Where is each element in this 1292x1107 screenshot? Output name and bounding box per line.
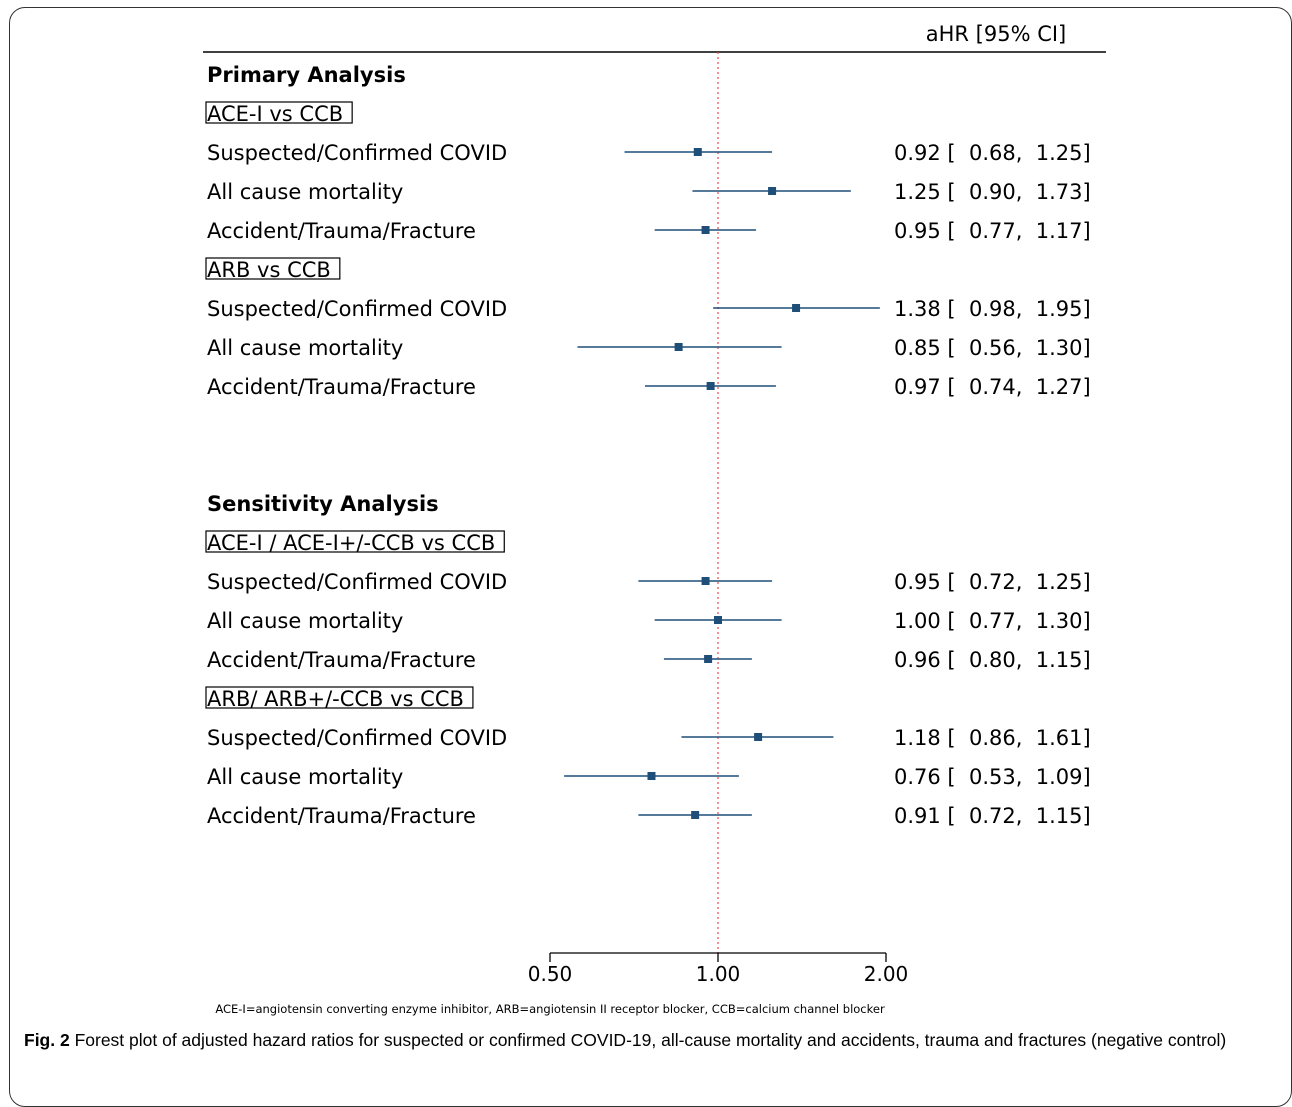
point-estimate-marker (714, 616, 722, 624)
outcome-label: Accident/Trauma/Fracture (207, 804, 476, 828)
outcome-label: All cause mortality (207, 180, 403, 204)
group-label-box (205, 530, 505, 553)
ci-text: 0.95 [ 0.77, 1.17] (894, 219, 1091, 243)
outcome-label: All cause mortality (207, 765, 403, 789)
group-label-box (205, 101, 353, 124)
ci-text: 1.38 [ 0.98, 1.95] (894, 297, 1091, 321)
outcome-label: All cause mortality (207, 336, 403, 360)
group-label-box (205, 686, 474, 709)
x-axis: 0.50 1.00 2.00 (528, 952, 909, 986)
x-axis-tick-label: 2.00 (864, 962, 909, 986)
figure-caption: Fig. 2 Forest plot of adjusted hazard ra… (24, 1030, 1226, 1051)
group-label-box (205, 257, 341, 280)
point-estimate-marker (754, 733, 763, 741)
ci-text: 0.95 [ 0.72, 1.25] (894, 570, 1091, 594)
forest-plot: aHR [95% CI] Primary Analysis ACE-I vs CC… (203, 22, 1106, 986)
figure-label: Fig. 2 (24, 1030, 70, 1050)
outcome-label: Suspected/Confirmed COVID (207, 726, 507, 750)
outcome-label: Suspected/Confirmed COVID (207, 570, 507, 594)
ci-text: 1.00 [ 0.77, 1.30] (894, 609, 1091, 633)
section-heading: Primary Analysis (207, 63, 406, 87)
section-heading: Sensitivity Analysis (207, 492, 439, 516)
group-label: ACE-I vs CCB (207, 102, 343, 126)
outcome-label: Accident/Trauma/Fracture (207, 648, 476, 672)
point-estimate-marker (701, 577, 710, 585)
point-estimate-marker (701, 226, 710, 234)
ci-text: 1.18 [ 0.86, 1.61] (894, 726, 1091, 750)
x-axis-tick-label: 0.50 (528, 962, 573, 986)
point-estimate-marker (706, 382, 715, 390)
group-label: ARB vs CCB (207, 258, 331, 282)
ci-text: 1.25 [ 0.90, 1.73] (894, 180, 1091, 204)
point-estimate-marker (693, 148, 702, 156)
ci-text: 0.91 [ 0.72, 1.15] (894, 804, 1091, 828)
ci-text: 0.85 [ 0.56, 1.30] (894, 336, 1091, 360)
point-estimate-marker (674, 343, 683, 351)
point-estimate-marker (768, 187, 777, 195)
abbreviations-note: ACE-I=angiotensin converting enzyme inhi… (215, 1002, 885, 1016)
ci-text: 0.96 [ 0.80, 1.15] (894, 648, 1091, 672)
ci-text: 0.76 [ 0.53, 1.09] (894, 765, 1091, 789)
ci-text: 0.92 [ 0.68, 1.25] (894, 141, 1091, 165)
group-label: ARB/ ARB+/-CCB vs CCB (207, 687, 464, 711)
outcome-label: Accident/Trauma/Fracture (207, 219, 476, 243)
outcome-label: Suspected/Confirmed COVID (207, 297, 507, 321)
point-estimate-marker (704, 655, 713, 663)
outcome-label: All cause mortality (207, 609, 403, 633)
ci-column-header: aHR [95% CI] (926, 22, 1067, 46)
caption-text: Forest plot of adjusted hazard ratios fo… (69, 1030, 1227, 1050)
point-estimate-marker (792, 304, 801, 312)
outcome-label: Suspected/Confirmed COVID (207, 141, 507, 165)
point-estimate-marker (691, 811, 700, 819)
outcome-label: Accident/Trauma/Fracture (207, 375, 476, 399)
group-label: ACE-I / ACE-I+/-CCB vs CCB (207, 531, 495, 555)
point-estimate-marker (647, 772, 656, 780)
ci-text: 0.97 [ 0.74, 1.27] (894, 375, 1091, 399)
x-axis-tick-label: 1.00 (696, 962, 741, 986)
